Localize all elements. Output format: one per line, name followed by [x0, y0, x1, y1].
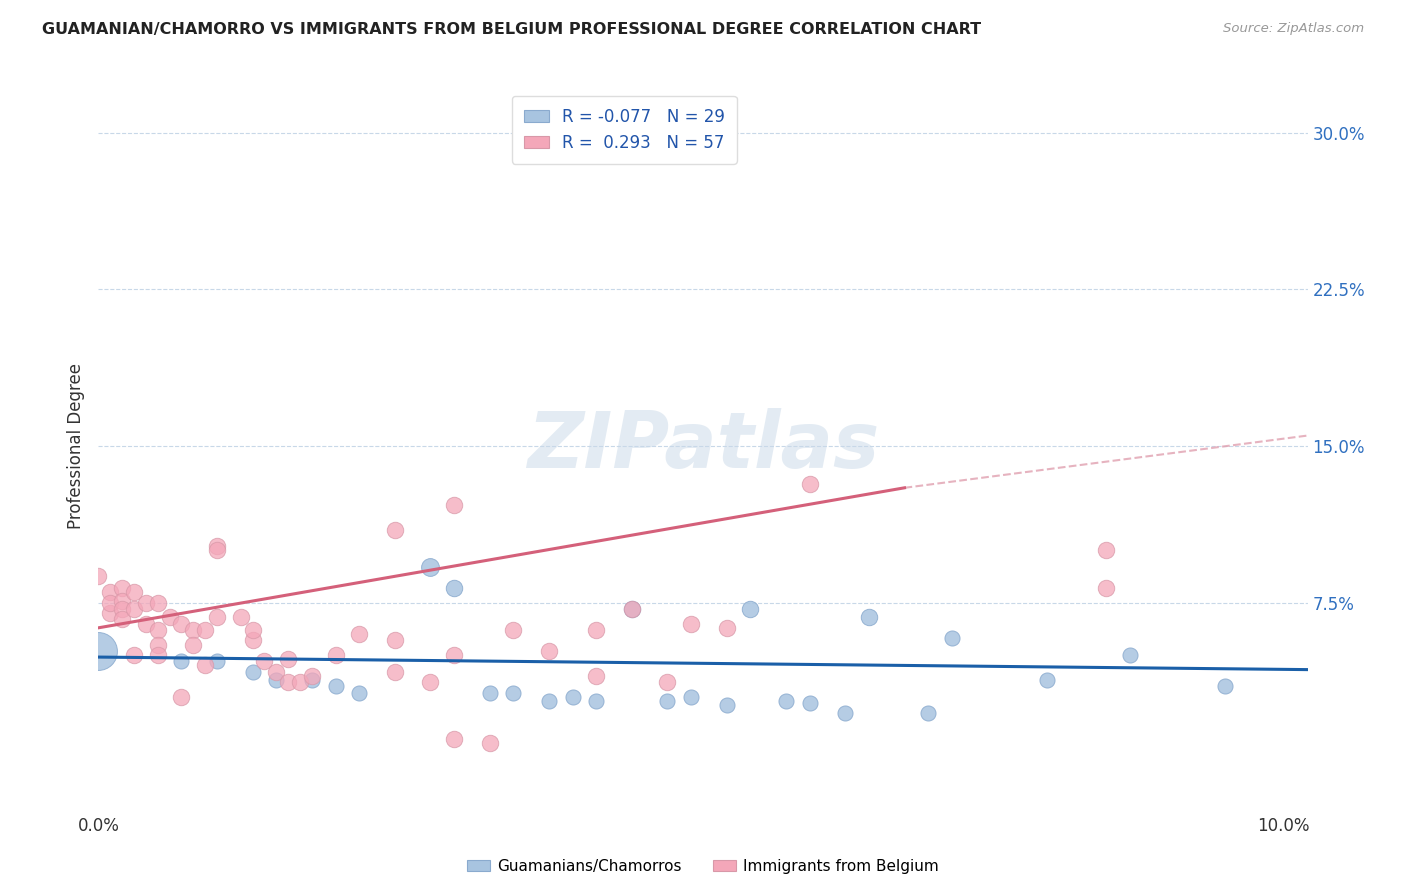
- Text: ZIPatlas: ZIPatlas: [527, 408, 879, 484]
- Point: [620, 602, 643, 616]
- Point: [799, 476, 821, 491]
- Point: [135, 616, 157, 631]
- Point: [917, 706, 939, 721]
- Point: [205, 654, 228, 668]
- Point: [194, 658, 217, 673]
- Point: [443, 648, 465, 662]
- Point: [135, 596, 157, 610]
- Point: [347, 685, 370, 699]
- Point: [98, 606, 121, 620]
- Point: [799, 696, 821, 710]
- Point: [205, 610, 228, 624]
- Point: [277, 652, 299, 666]
- Point: [384, 523, 406, 537]
- Point: [537, 694, 560, 708]
- Point: [537, 644, 560, 658]
- Point: [502, 623, 524, 637]
- Point: [419, 560, 441, 574]
- Point: [170, 654, 193, 668]
- Point: [775, 694, 797, 708]
- Point: [111, 581, 134, 595]
- Point: [242, 633, 264, 648]
- Point: [146, 596, 169, 610]
- Point: [301, 669, 323, 683]
- Point: [288, 675, 311, 690]
- Point: [561, 690, 583, 704]
- Point: [585, 669, 607, 683]
- Point: [194, 623, 217, 637]
- Point: [146, 638, 169, 652]
- Point: [585, 694, 607, 708]
- Point: [443, 498, 465, 512]
- Point: [740, 602, 762, 616]
- Point: [170, 690, 193, 704]
- Point: [159, 610, 181, 624]
- Point: [585, 623, 607, 637]
- Point: [347, 627, 370, 641]
- Point: [122, 585, 145, 599]
- Point: [1119, 648, 1142, 662]
- Legend: Guamanians/Chamorros, Immigrants from Belgium: Guamanians/Chamorros, Immigrants from Be…: [461, 853, 945, 880]
- Point: [502, 685, 524, 699]
- Point: [264, 665, 287, 679]
- Point: [170, 616, 193, 631]
- Point: [1213, 679, 1236, 693]
- Point: [681, 616, 703, 631]
- Point: [1036, 673, 1059, 687]
- Point: [478, 685, 501, 699]
- Point: [277, 675, 299, 690]
- Point: [87, 644, 110, 658]
- Point: [325, 679, 347, 693]
- Point: [111, 612, 134, 626]
- Point: [205, 543, 228, 558]
- Point: [419, 675, 441, 690]
- Point: [87, 568, 110, 582]
- Point: [205, 539, 228, 553]
- Point: [242, 623, 264, 637]
- Point: [122, 602, 145, 616]
- Point: [264, 673, 287, 687]
- Point: [443, 731, 465, 746]
- Point: [98, 585, 121, 599]
- Point: [122, 648, 145, 662]
- Text: Source: ZipAtlas.com: Source: ZipAtlas.com: [1223, 22, 1364, 36]
- Point: [146, 623, 169, 637]
- Point: [111, 602, 134, 616]
- Point: [478, 736, 501, 750]
- Point: [1095, 581, 1118, 595]
- Point: [834, 706, 856, 721]
- Point: [325, 648, 347, 662]
- Point: [181, 638, 204, 652]
- Point: [181, 623, 204, 637]
- Point: [620, 602, 643, 616]
- Point: [98, 596, 121, 610]
- Point: [384, 633, 406, 648]
- Legend: R = -0.077   N = 29, R =  0.293   N = 57: R = -0.077 N = 29, R = 0.293 N = 57: [512, 96, 737, 163]
- Point: [858, 610, 880, 624]
- Point: [681, 690, 703, 704]
- Point: [301, 673, 323, 687]
- Point: [443, 581, 465, 595]
- Point: [253, 654, 276, 668]
- Point: [716, 698, 738, 713]
- Point: [384, 665, 406, 679]
- Point: [657, 694, 679, 708]
- Y-axis label: Professional Degree: Professional Degree: [66, 363, 84, 529]
- Text: GUAMANIAN/CHAMORRO VS IMMIGRANTS FROM BELGIUM PROFESSIONAL DEGREE CORRELATION CH: GUAMANIAN/CHAMORRO VS IMMIGRANTS FROM BE…: [42, 22, 981, 37]
- Point: [229, 610, 252, 624]
- Point: [111, 593, 134, 607]
- Point: [146, 648, 169, 662]
- Point: [941, 632, 963, 646]
- Point: [242, 665, 264, 679]
- Point: [657, 675, 679, 690]
- Point: [716, 621, 738, 635]
- Point: [1095, 543, 1118, 558]
